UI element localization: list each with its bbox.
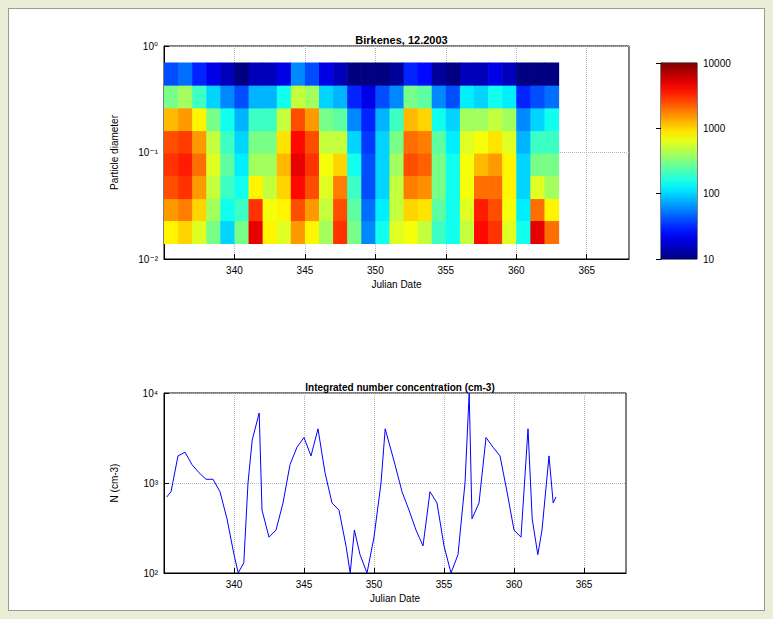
svg-text:365: 365 [578,265,595,276]
svg-text:10⁻²: 10⁻² [138,254,158,265]
svg-text:Julian Date: Julian Date [371,279,421,290]
svg-text:360: 360 [506,579,523,590]
svg-text:10000: 10000 [703,58,731,69]
svg-text:365: 365 [576,579,593,590]
svg-text:10²: 10² [144,568,159,579]
svg-text:10⁴: 10⁴ [143,388,158,399]
svg-text:10⁻¹: 10⁻¹ [138,147,158,158]
svg-text:Birkenes, 12.2003: Birkenes, 12.2003 [355,34,447,46]
svg-text:355: 355 [436,579,453,590]
svg-text:350: 350 [366,579,383,590]
svg-text:340: 340 [226,579,243,590]
svg-text:1000: 1000 [703,123,726,134]
svg-text:345: 345 [296,579,313,590]
svg-text:10⁰: 10⁰ [143,41,158,52]
svg-text:350: 350 [367,265,384,276]
svg-text:Julian Date: Julian Date [370,593,420,604]
svg-text:355: 355 [437,265,454,276]
svg-text:Particle diameter: Particle diameter [109,114,120,190]
svg-text:Integrated number concentratio: Integrated number concentration (cm-3) [305,382,494,393]
svg-text:100: 100 [703,188,720,199]
svg-text:340: 340 [226,265,243,276]
svg-text:N (cm-3): N (cm-3) [109,464,120,503]
svg-text:345: 345 [297,265,314,276]
svg-text:360: 360 [508,265,525,276]
svg-text:10³: 10³ [144,478,159,489]
svg-text:10: 10 [703,254,715,265]
